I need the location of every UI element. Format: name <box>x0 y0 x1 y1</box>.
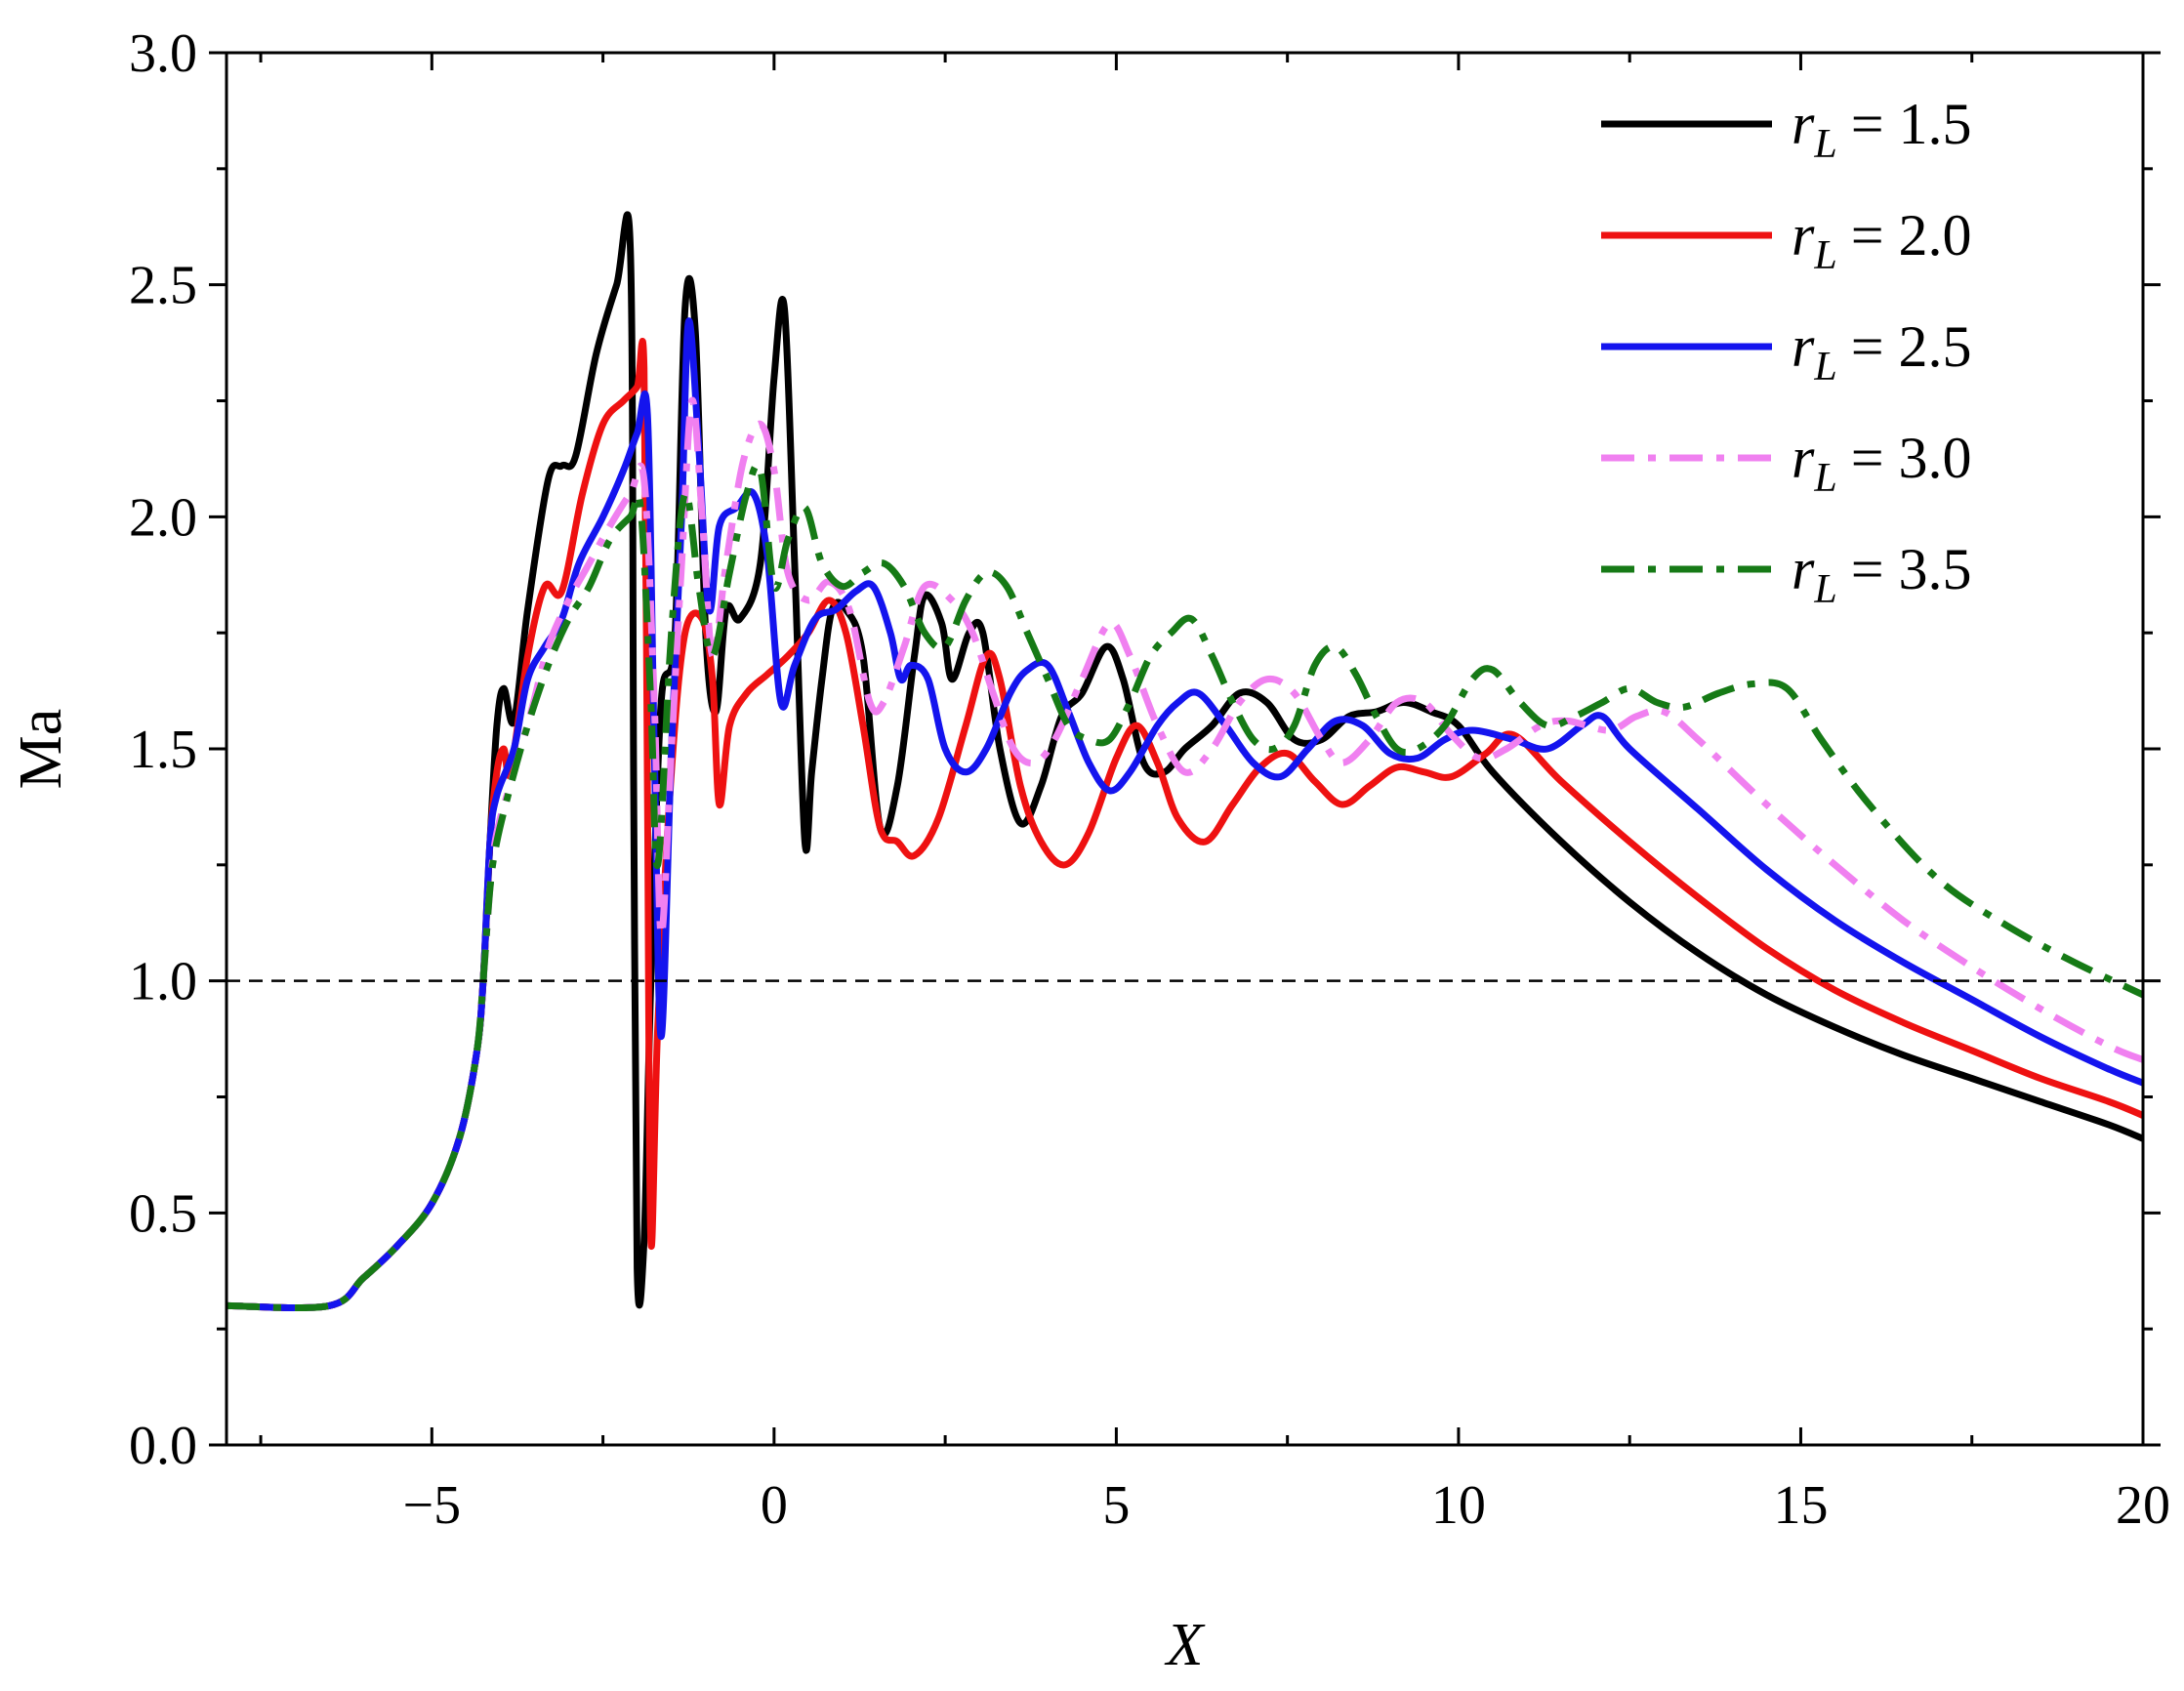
x-tick-label: 0 <box>761 1475 788 1536</box>
y-tick-label: 0.5 <box>129 1183 197 1244</box>
series-line-1 <box>226 211 2145 1312</box>
y-tick-label: 1.5 <box>129 720 197 780</box>
y-axis-label: Ma <box>8 709 74 790</box>
x-tick-label: 5 <box>1102 1475 1130 1536</box>
series-line-2 <box>226 338 2145 1312</box>
legend-label-3: rL = 2.5 <box>1792 314 1972 390</box>
x-tick-label: 20 <box>2116 1475 2170 1536</box>
y-tick-label: 0.0 <box>129 1416 197 1476</box>
x-tick-label: −5 <box>403 1475 462 1536</box>
x-axis-label: X <box>1164 1612 1206 1678</box>
x-tick-label: 10 <box>1431 1475 1486 1536</box>
series-curves <box>226 211 2145 1312</box>
legend-label-1: rL = 1.5 <box>1792 92 1972 167</box>
x-tick-label: 15 <box>1773 1475 1828 1536</box>
legend-label-5: rL = 3.5 <box>1792 537 1972 612</box>
series-line-4 <box>226 396 2145 1312</box>
y-tick-label: 1.0 <box>129 952 197 1012</box>
y-tick-label: 2.5 <box>129 256 197 316</box>
legend: rL = 1.5 rL = 2.0 rL = 2.5 rL = 3.0 rL = 3.5 <box>1601 92 1972 612</box>
axis-ticks <box>209 51 2161 1447</box>
tick-labels: −5 0 5 10 15 20 0.0 0.5 1.0 1.5 2.0 2.5 3.0 <box>129 23 2170 1536</box>
series-line-5 <box>226 461 2145 1312</box>
y-tick-label: 2.0 <box>129 487 197 548</box>
y-tick-label: 3.0 <box>129 23 197 84</box>
legend-label-2: rL = 2.0 <box>1792 203 1972 278</box>
legend-label-4: rL = 3.0 <box>1792 426 1972 501</box>
